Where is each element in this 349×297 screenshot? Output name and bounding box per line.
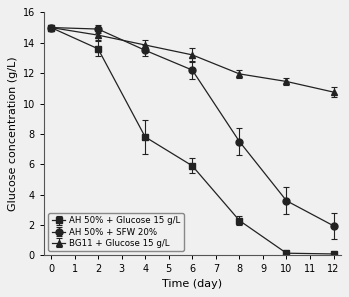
- Legend: AH 50% + Glucose 15 g/L, AH 50% + SFW 20%, BG11 + Glucose 15 g/L: AH 50% + Glucose 15 g/L, AH 50% + SFW 20…: [48, 213, 184, 251]
- Y-axis label: Glucose concentration (g/L): Glucose concentration (g/L): [8, 57, 18, 211]
- X-axis label: Time (day): Time (day): [162, 279, 222, 289]
